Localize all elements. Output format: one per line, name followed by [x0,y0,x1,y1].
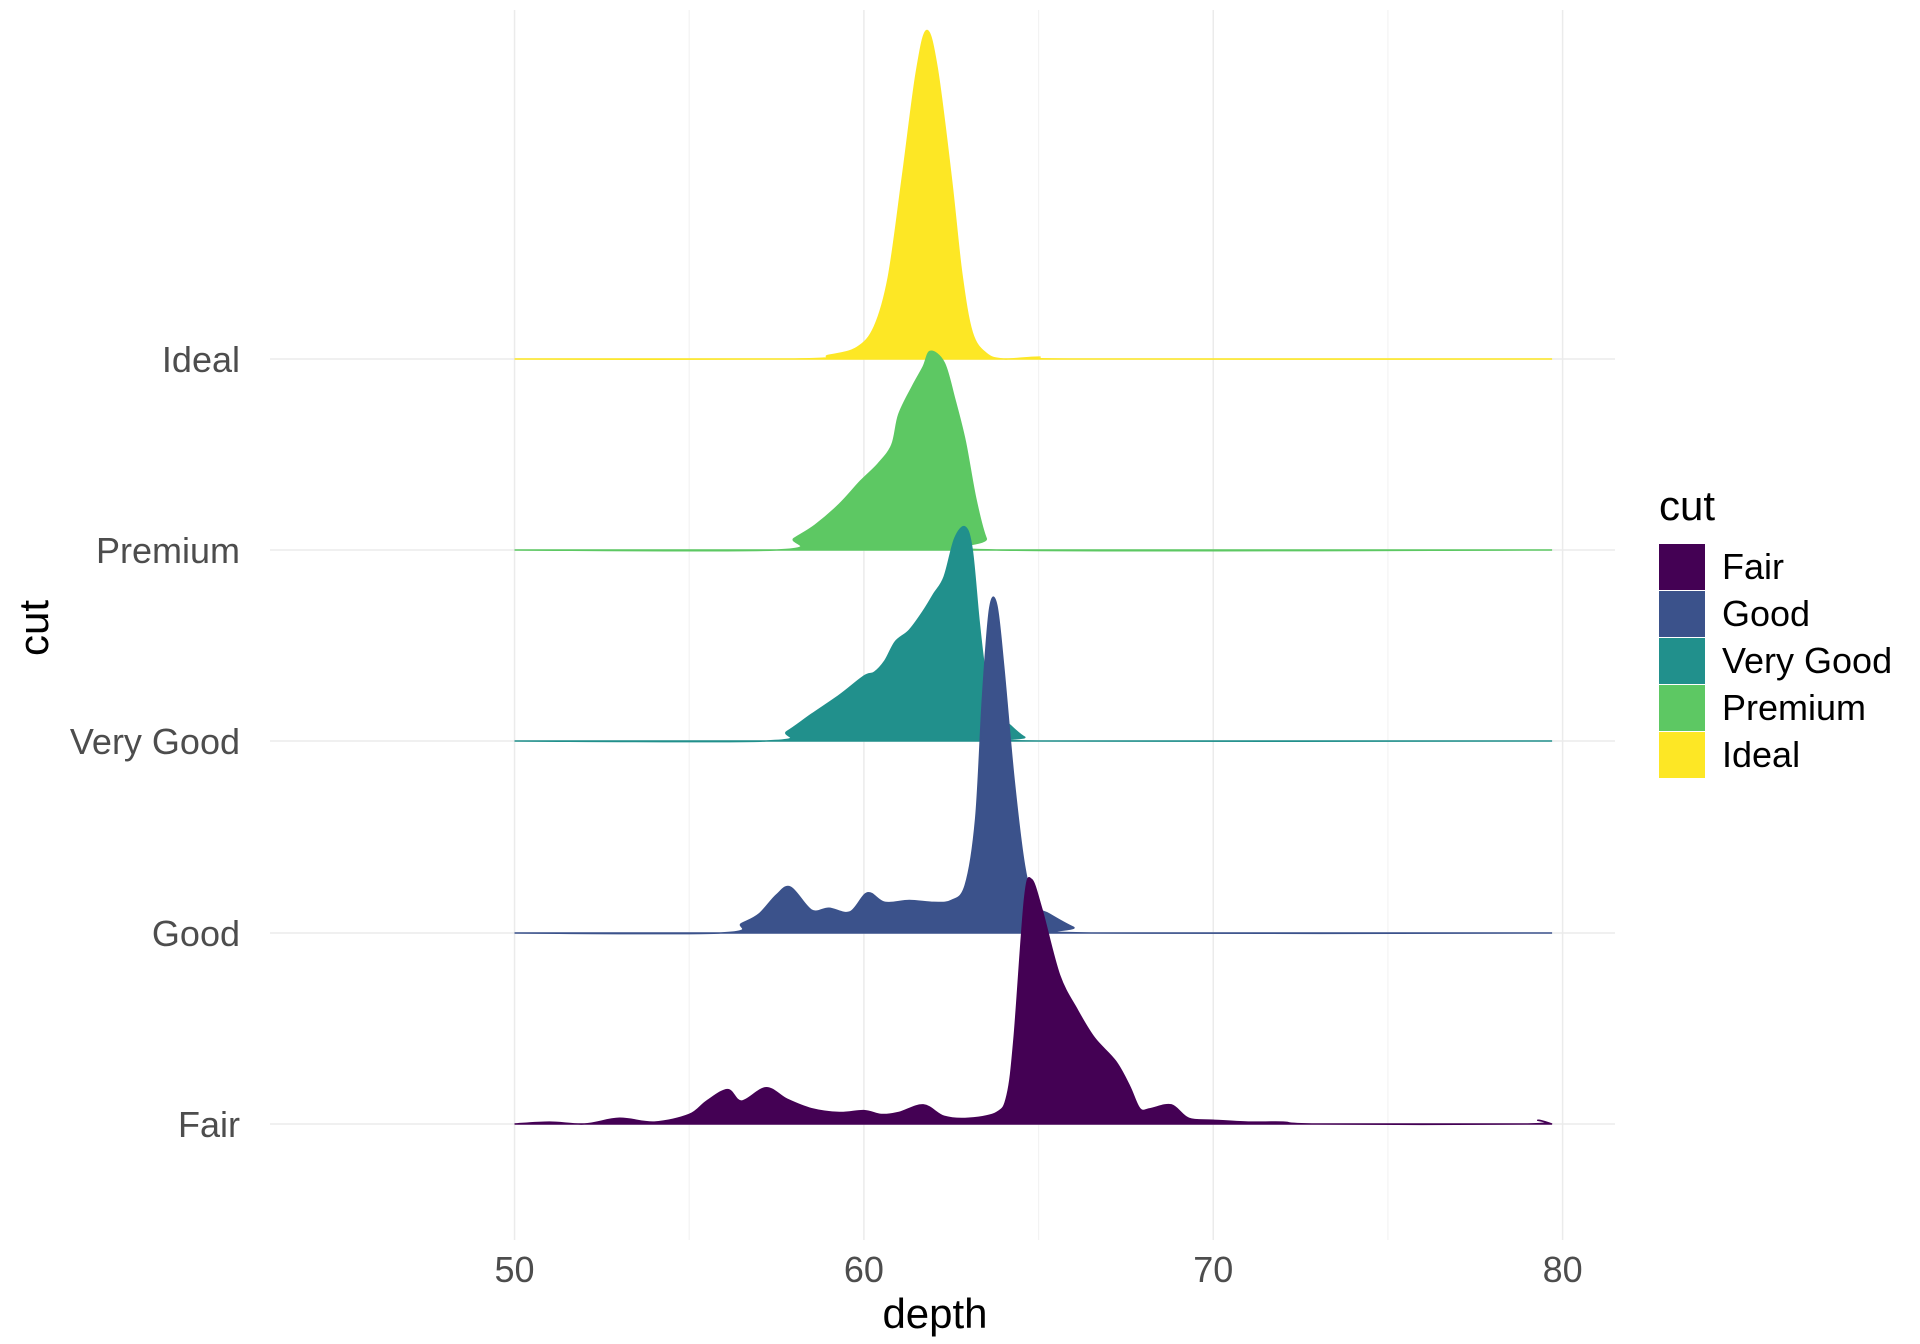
y-axis-title: cut [10,600,57,656]
y-tick-label-very-good: Very Good [70,721,240,762]
legend-label-very-good: Very Good [1722,640,1892,681]
y-tick-labels: Fair Good Very Good Premium Ideal [70,339,240,1145]
legend-swatch-fair [1659,544,1705,590]
y-tick-label-ideal: Ideal [162,339,240,380]
ridge-premium [514,350,1553,552]
y-tick-label-good: Good [152,913,240,954]
x-tick-label-50: 50 [495,1249,535,1290]
ridges-layer [514,29,1553,1126]
x-tick-label-60: 60 [844,1249,884,1290]
legend-label-good: Good [1722,593,1810,634]
legend-title: cut [1659,482,1715,529]
legend-label-premium: Premium [1722,687,1866,728]
legend: cut Fair Good Very Good Premium Ideal [1659,482,1892,778]
legend-label-fair: Fair [1722,546,1784,587]
ridge-ideal [514,29,1553,361]
y-tick-label-fair: Fair [178,1104,240,1145]
x-tick-label-80: 80 [1543,1249,1583,1290]
ridge-very-good [514,525,1553,743]
ridge-good [514,596,1553,935]
legend-swatch-very-good [1659,638,1705,684]
x-tick-labels: 50 60 70 80 [495,1249,1583,1290]
legend-swatch-premium [1659,685,1705,731]
ridge-fair [514,876,1553,1126]
x-axis-title: depth [882,1290,987,1337]
legend-swatch-ideal [1659,732,1705,778]
legend-swatch-good [1659,591,1705,637]
legend-label-ideal: Ideal [1722,734,1800,775]
y-tick-label-premium: Premium [96,530,240,571]
x-tick-label-70: 70 [1193,1249,1233,1290]
